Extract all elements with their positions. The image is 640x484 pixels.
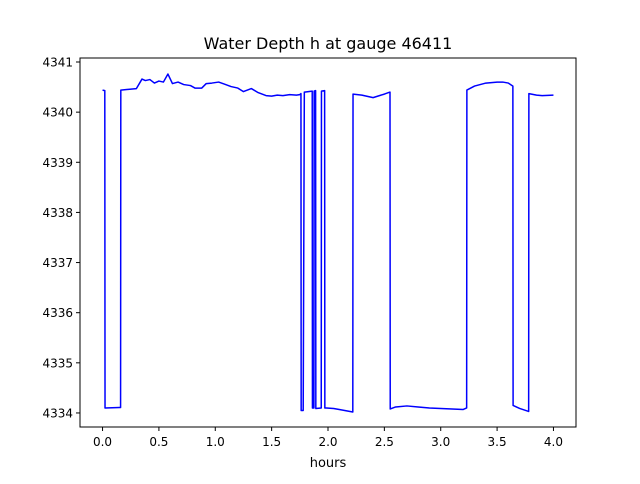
y-tick-label: 4339 (42, 156, 73, 170)
y-tick-label: 4337 (42, 256, 73, 270)
chart-title: Water Depth h at gauge 46411 (204, 34, 453, 53)
x-tick-label: 2.0 (318, 435, 337, 449)
x-tick-label: 0.0 (93, 435, 112, 449)
x-tick-label: 3.5 (488, 435, 507, 449)
x-tick-label: 1.0 (206, 435, 225, 449)
y-tick-label: 4336 (42, 306, 73, 320)
y-tick-label: 4338 (42, 206, 73, 220)
x-tick-label: 4.0 (544, 435, 563, 449)
y-tick-label: 4335 (42, 356, 73, 370)
y-tick-label: 4341 (42, 56, 73, 70)
x-tick-label: 3.0 (431, 435, 450, 449)
y-axis: 4334 4335 4336 4337 4338 4339 4340 4341 (42, 56, 80, 420)
y-tick-label: 4334 (42, 406, 73, 420)
series-line-0 (102, 73, 554, 413)
x-tick-label: 1.5 (262, 435, 281, 449)
x-axis: 0.0 0.5 1.0 1.5 2.0 2.5 3.0 3.5 4.0 (93, 427, 563, 449)
y-tick-label: 4340 (42, 106, 73, 120)
x-tick-label: 0.5 (149, 435, 168, 449)
x-axis-label: hours (310, 456, 347, 471)
x-tick-label: 2.5 (375, 435, 394, 449)
